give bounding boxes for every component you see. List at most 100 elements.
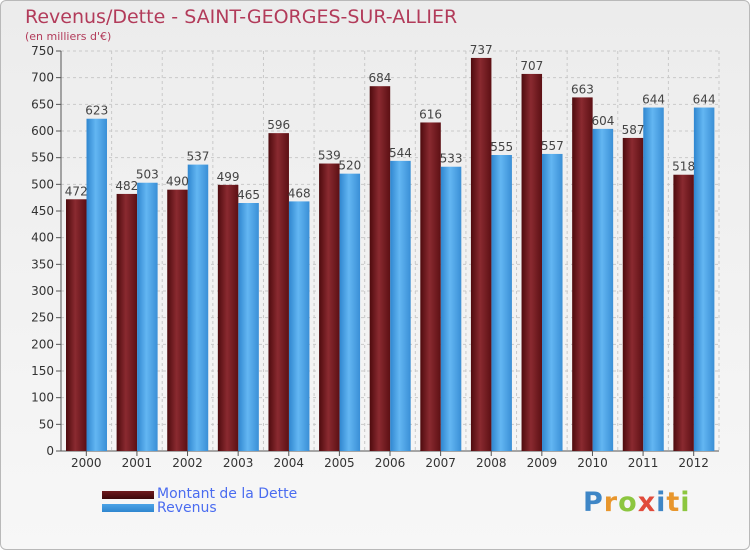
legend-swatch-revenue: [102, 504, 154, 512]
x-tick-label: 2000: [71, 456, 102, 470]
y-tick-label: 600: [31, 124, 54, 138]
data-label: 663: [571, 82, 594, 96]
data-label: 707: [520, 59, 543, 73]
bar-revenue: [86, 118, 107, 451]
bar-revenue: [440, 166, 462, 451]
y-tick-label: 400: [31, 231, 54, 245]
logo-letter: x: [637, 487, 657, 518]
data-label: 616: [419, 107, 442, 121]
proxiti-logo: Proxiti: [583, 487, 691, 518]
bar-debt: [470, 57, 492, 451]
bar-debt: [319, 163, 340, 452]
legend-swatch-debt: [102, 491, 154, 499]
bar-revenue: [643, 107, 664, 452]
data-label: 520: [338, 159, 361, 173]
x-tick-label: 2011: [628, 456, 659, 470]
data-label: 539: [318, 149, 341, 163]
y-tick-label: 350: [31, 257, 54, 271]
x-tick-label: 2012: [678, 456, 709, 470]
bar-debt: [572, 97, 593, 452]
y-tick-label: 0: [46, 444, 54, 458]
bar-revenue: [339, 173, 361, 451]
logo-letter: t: [666, 487, 681, 518]
x-tick-label: 2007: [425, 456, 456, 470]
y-tick-label: 150: [31, 364, 54, 378]
bar-revenue: [693, 107, 715, 452]
y-tick-label: 200: [31, 337, 54, 351]
bar-debt: [217, 184, 239, 451]
data-label: 684: [368, 71, 391, 85]
logo-letter: P: [583, 487, 604, 518]
bar-debt: [622, 137, 644, 451]
data-label: 533: [440, 152, 463, 166]
x-tick-label: 2005: [324, 456, 355, 470]
chart-title: Revenus/Dette - SAINT-GEORGES-SUR-ALLIER: [25, 6, 458, 28]
x-tick-label: 2004: [273, 456, 304, 470]
data-label: 555: [490, 140, 513, 154]
x-tick-label: 2003: [223, 456, 254, 470]
y-tick-label: 250: [31, 311, 54, 325]
data-label: 465: [237, 188, 260, 202]
bar-debt: [167, 189, 188, 451]
y-tick-label: 300: [31, 284, 54, 298]
y-tick-label: 500: [31, 177, 54, 191]
data-label: 596: [267, 118, 290, 132]
bar-revenue: [238, 203, 259, 451]
bar-revenue: [137, 182, 158, 451]
bar-revenue: [187, 164, 209, 451]
bar-debt: [420, 122, 441, 451]
bar-debt: [116, 193, 138, 451]
data-label: 587: [622, 123, 645, 137]
y-tick-label: 50: [39, 417, 54, 431]
bar-revenue: [542, 153, 563, 451]
logo-letter: i: [656, 487, 667, 518]
data-label: 518: [672, 160, 695, 174]
logo-letter: o: [618, 487, 638, 518]
data-label: 482: [115, 179, 138, 193]
data-label: 503: [136, 168, 159, 182]
y-tick-label: 650: [31, 97, 54, 111]
bar-debt: [66, 199, 87, 451]
bar-debt: [369, 86, 391, 451]
x-tick-label: 2009: [527, 456, 558, 470]
bar-debt: [673, 174, 694, 451]
data-label: 490: [166, 175, 189, 189]
data-label: 644: [693, 93, 716, 107]
legend-label-revenue: Revenus: [157, 500, 217, 516]
bar-revenue: [491, 155, 512, 451]
bars: [66, 57, 715, 452]
data-label: 737: [470, 43, 493, 57]
x-tick-label: 2010: [577, 456, 608, 470]
data-label: 623: [85, 104, 108, 118]
data-label: 499: [217, 170, 240, 184]
bar-revenue: [288, 201, 310, 451]
x-tick-label: 2006: [375, 456, 406, 470]
data-label: 604: [591, 114, 614, 128]
y-tick-label: 700: [31, 71, 54, 85]
x-tick-label: 2001: [122, 456, 153, 470]
bar-revenue: [592, 128, 614, 451]
data-label: 468: [288, 186, 311, 200]
data-label: 644: [642, 93, 665, 107]
y-tick-label: 750: [31, 44, 54, 58]
y-tick-label: 550: [31, 151, 54, 165]
data-label: 544: [389, 146, 412, 160]
data-label: 537: [187, 150, 210, 164]
data-label: 557: [541, 139, 564, 153]
y-tick-label: 450: [31, 204, 54, 218]
bar-revenue: [390, 160, 411, 451]
y-tick-label: 100: [31, 391, 54, 405]
bar-debt: [268, 133, 289, 451]
data-label: 472: [65, 184, 88, 198]
bar-debt: [521, 73, 543, 451]
axes: 0 50 100 150 200 250 300 350 400 450 500 550 600 650 7…: [31, 44, 719, 470]
x-tick-label: 2002: [172, 456, 203, 470]
chart-subtitle: (en milliers d'€): [25, 30, 112, 43]
logo-letter: i: [680, 487, 691, 518]
x-tick-label: 2008: [476, 456, 507, 470]
legend-label-debt: Montant de la Dette: [157, 486, 298, 502]
logo-letter: r: [603, 487, 619, 518]
